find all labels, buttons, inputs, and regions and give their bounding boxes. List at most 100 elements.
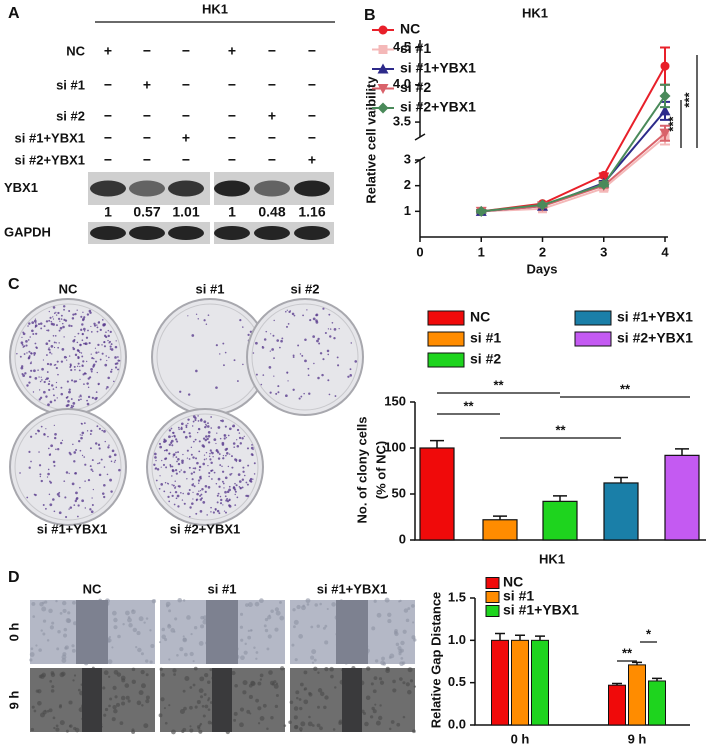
colony	[197, 318, 200, 320]
colony	[57, 346, 60, 349]
cell-texture	[48, 608, 53, 614]
cell-texture	[371, 626, 376, 631]
colony	[241, 478, 245, 481]
cell-texture	[117, 634, 121, 639]
colony	[216, 432, 218, 434]
significance-label: **	[463, 398, 474, 413]
cell-texture	[203, 693, 207, 696]
colony	[20, 366, 24, 370]
colony	[110, 343, 113, 346]
colony	[93, 324, 97, 327]
colony	[98, 462, 101, 464]
colony	[202, 437, 206, 440]
colony	[203, 420, 207, 424]
colony	[72, 339, 76, 343]
colony	[207, 441, 211, 444]
colony	[90, 468, 93, 471]
data-point	[659, 105, 671, 116]
bar	[664, 454, 700, 541]
cell-texture	[193, 625, 198, 630]
lane-sign: −	[143, 130, 151, 146]
lane-sign: −	[268, 77, 276, 93]
cell-texture	[46, 639, 50, 642]
colony	[215, 449, 218, 451]
significance-label: *	[646, 626, 652, 641]
cell-texture	[326, 607, 329, 611]
cell-texture	[402, 715, 406, 719]
blot-label: GAPDH	[4, 224, 51, 239]
cell-texture	[186, 615, 191, 620]
legend-label: NC	[400, 21, 420, 37]
data-point	[659, 128, 671, 139]
colony	[70, 379, 74, 382]
cell-texture	[288, 720, 292, 725]
colony	[21, 372, 24, 376]
cell-texture	[38, 674, 43, 679]
colony	[269, 350, 271, 352]
colony	[171, 465, 174, 468]
colony	[29, 375, 32, 379]
data-point	[537, 199, 548, 211]
colony	[102, 492, 105, 495]
data-point	[598, 178, 610, 190]
blot-band	[129, 180, 165, 197]
colony	[159, 475, 161, 477]
panel-label: B	[364, 7, 376, 24]
colony	[35, 324, 37, 326]
colony	[109, 330, 112, 334]
legend-swatch	[427, 331, 465, 347]
colony	[73, 504, 76, 507]
colony	[239, 442, 243, 445]
band-quantification: 0.57	[133, 204, 160, 220]
cell-texture	[201, 704, 205, 708]
legend-swatch	[574, 331, 612, 347]
colony	[91, 356, 94, 360]
colony	[55, 386, 58, 389]
colony	[29, 336, 31, 338]
cell-texture	[138, 616, 144, 622]
colony	[243, 474, 246, 477]
colony	[331, 321, 334, 324]
cell-texture	[55, 727, 60, 732]
cell-texture	[132, 627, 138, 633]
legend-label: si #1+YBX1	[400, 60, 476, 76]
lane-sign: −	[228, 130, 236, 146]
lane-sign: −	[308, 43, 316, 59]
colony	[154, 452, 157, 456]
lane-sign: −	[308, 130, 316, 146]
colony	[45, 378, 47, 381]
colony	[70, 398, 73, 401]
y-tick-label: 4.5	[393, 39, 411, 54]
cell-texture	[168, 609, 172, 613]
colony	[186, 457, 189, 459]
cell-texture	[192, 683, 196, 687]
cell-texture	[243, 650, 248, 655]
cell-texture	[131, 609, 136, 615]
cell-texture	[42, 710, 47, 715]
colony	[21, 343, 24, 346]
colony	[114, 345, 118, 349]
colony	[66, 380, 69, 383]
y-tick-label: 0.0	[448, 716, 466, 731]
cell-texture	[322, 626, 326, 630]
blot-label: YBX1	[4, 180, 38, 195]
colony	[80, 398, 82, 401]
colony	[51, 353, 53, 355]
colony	[69, 453, 72, 456]
colony	[64, 496, 67, 499]
cell-texture	[338, 719, 343, 724]
colony	[98, 321, 100, 323]
colony	[107, 446, 110, 449]
cell-texture	[167, 624, 172, 629]
colony	[227, 465, 230, 468]
colony	[215, 483, 218, 485]
colony	[159, 445, 163, 449]
colony	[79, 449, 82, 452]
colony	[105, 355, 107, 357]
colony	[31, 329, 34, 333]
colony	[78, 369, 81, 372]
colony	[20, 341, 24, 345]
cell-texture	[120, 675, 126, 681]
